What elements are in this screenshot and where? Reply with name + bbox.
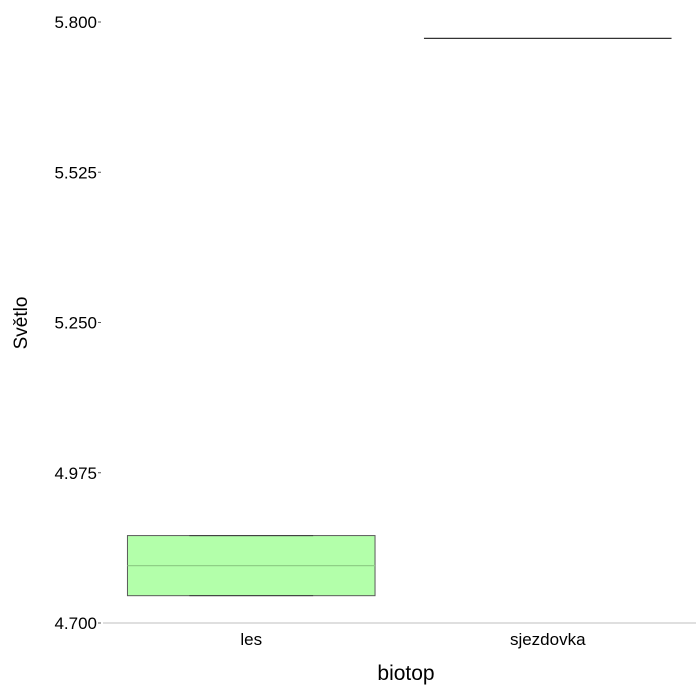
- y-tick-label: 4.975: [54, 464, 97, 483]
- y-tick-label: 5.800: [54, 13, 97, 32]
- boxes: [126, 37, 672, 597]
- x-axis-title: biotop: [377, 662, 434, 685]
- box-les: [126, 535, 376, 597]
- x-tick-label: les: [240, 630, 262, 649]
- y-tick-label: 5.525: [54, 163, 97, 182]
- x-axis: les sjezdovka: [103, 622, 696, 649]
- y-axis-title: Světlo: [11, 297, 32, 350]
- y-axis: 5.800 5.525 5.250 4.975 4.700: [54, 13, 101, 633]
- x-tick-label: sjezdovka: [510, 630, 586, 649]
- y-tick-label: 4.700: [54, 614, 97, 633]
- y-tick-label: 5.250: [54, 314, 97, 333]
